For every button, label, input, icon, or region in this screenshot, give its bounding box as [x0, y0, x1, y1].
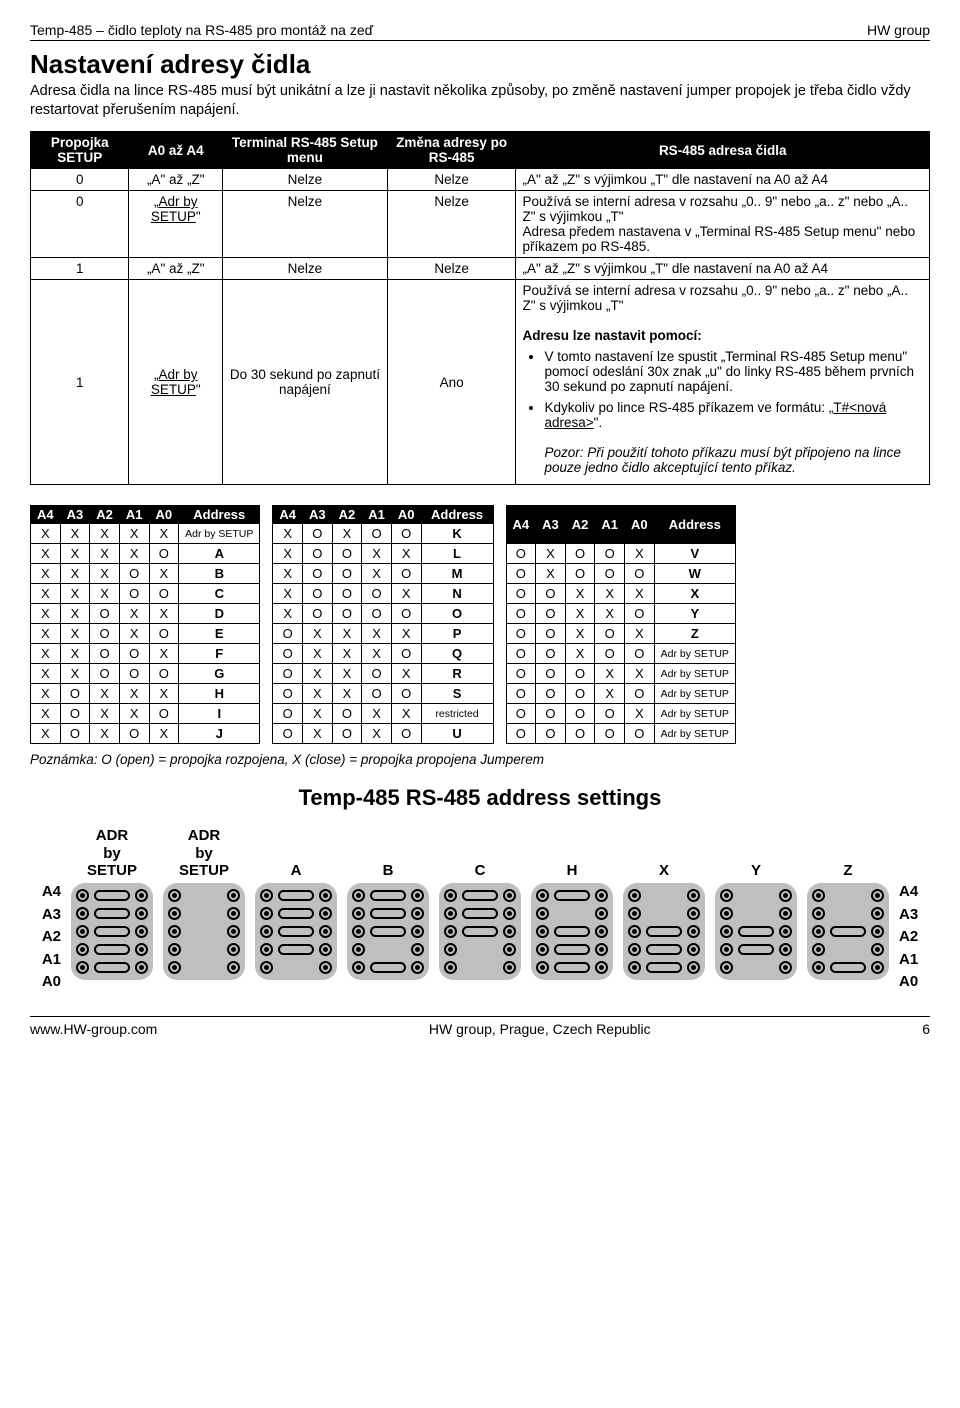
cell: 1	[31, 280, 129, 485]
cell: „A" až „Z"	[129, 169, 223, 191]
cell: Nelze	[387, 258, 516, 280]
addr-table-c: A4A3A2A1A0AddressOXOOXVOXOOOWOOXXXXOOXXO…	[506, 505, 736, 744]
cell: 0	[31, 191, 129, 258]
row-labels-left: A4A3A2A1A0	[42, 883, 61, 990]
cell: „A" až „Z" s výjimkou „T" dle nastavení …	[516, 258, 930, 280]
cell: „A" až „Z" s výjimkou „T" dle nastavení …	[516, 169, 930, 191]
address-tables: A4A3A2A1A0AddressXXXXXAdr by SETUPXXXXOA…	[30, 505, 930, 744]
header-left: Temp-485 – čidlo teploty na RS-485 pro m…	[30, 22, 373, 38]
table-note: Poznámka: O (open) = propojka rozpojena,…	[30, 752, 930, 767]
jumper-title: Temp-485 RS-485 address settings	[30, 785, 930, 811]
cell: Používá se interní adresa v rozsahu „0..…	[516, 280, 930, 485]
cell: „Adr by SETUP"	[129, 280, 223, 485]
footer-right: 6	[922, 1021, 930, 1037]
th-2: Terminal RS-485 Setup menu	[223, 132, 388, 169]
cell: „A" až „Z"	[129, 258, 223, 280]
footer-left: www.HW-group.com	[30, 1021, 157, 1037]
cell: Ano	[387, 280, 516, 485]
cell: Do 30 sekund po zapnutí napájení	[223, 280, 388, 485]
cell: Nelze	[223, 169, 388, 191]
setup-table: Propojka SETUP A0 až A4 Terminal RS-485 …	[30, 131, 930, 485]
footer-center: HW group, Prague, Czech Republic	[429, 1021, 651, 1037]
cell: Nelze	[387, 169, 516, 191]
cell: Nelze	[223, 191, 388, 258]
addr-table-b: A4A3A2A1A0AddressXOXOOKXOOXXLXOOXOMXOOOX…	[272, 505, 493, 744]
cell: Nelze	[387, 191, 516, 258]
cell: 0	[31, 169, 129, 191]
intro-text: Adresa čidla na lince RS-485 musí být un…	[30, 82, 930, 119]
th-0: Propojka SETUP	[31, 132, 129, 169]
cell: „Adr by SETUP"	[129, 191, 223, 258]
th-3: Změna adresy po RS-485	[387, 132, 516, 169]
cell: 1	[31, 258, 129, 280]
jumper-diagram: A4A3A2A1A0 ADRbySETUPADRbySETUPABCHXYZ A…	[30, 823, 930, 990]
row-labels-right: A4A3A2A1A0	[899, 883, 918, 990]
page-title: Nastavení adresy čidla	[30, 49, 930, 80]
addr-table-a: A4A3A2A1A0AddressXXXXXAdr by SETUPXXXXOA…	[30, 505, 260, 744]
cell: Nelze	[223, 258, 388, 280]
header-right: HW group	[867, 22, 930, 38]
th-4: RS-485 adresa čidla	[516, 132, 930, 169]
cell: Používá se interní adresa v rozsahu „0..…	[516, 191, 930, 258]
th-1: A0 až A4	[129, 132, 223, 169]
